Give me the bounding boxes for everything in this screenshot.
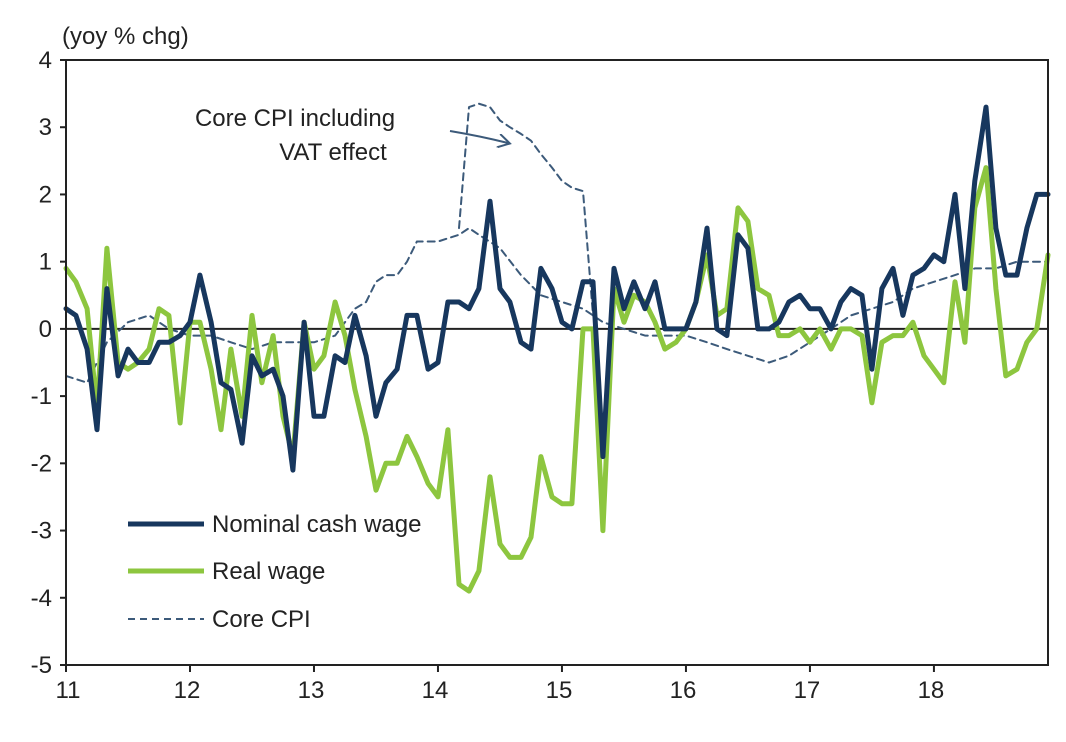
series-lines xyxy=(63,102,1051,594)
legend-label-real: Real wage xyxy=(212,558,325,585)
annotation-line-2: VAT effect xyxy=(279,139,387,166)
annotation-line-1: Core CPI including xyxy=(195,105,395,132)
annotation: Core CPI including VAT effect xyxy=(195,105,508,166)
y-tick-label: -3 xyxy=(31,518,52,545)
plot-frame xyxy=(65,59,1049,666)
x-tick-label: 14 xyxy=(422,677,449,704)
y-tick-label: 0 xyxy=(39,316,52,343)
x-axis-ticks: 11 12 13 14 15 16 17 18 xyxy=(56,665,945,704)
x-tick-label: 18 xyxy=(918,677,945,704)
series-line-nominal-cash-wage xyxy=(63,104,1051,473)
series-line-core-cpi xyxy=(65,227,1049,384)
y-tick-label: 2 xyxy=(39,181,52,208)
x-tick-label: 16 xyxy=(670,677,697,704)
annotation-arrow xyxy=(449,130,508,143)
y-unit-label: (yoy % chg) xyxy=(62,23,189,50)
legend: Nominal cash wage Real wage Core CPI xyxy=(128,511,421,633)
series-line-core-cpi-vat xyxy=(458,102,594,317)
legend-label-nominal: Nominal cash wage xyxy=(212,511,421,538)
y-tick-label: -1 xyxy=(31,383,52,410)
y-tick-label: 3 xyxy=(39,114,52,141)
y-tick-label: 4 xyxy=(39,47,52,74)
legend-label-core: Core CPI xyxy=(212,606,311,633)
series-line-real-wage xyxy=(63,165,1051,594)
y-tick-label: 1 xyxy=(39,249,52,276)
y-tick-label: -5 xyxy=(31,652,52,679)
x-tick-label: 11 xyxy=(56,677,81,704)
y-axis-ticks: 4 3 2 1 0 -1 -2 -3 -4 -5 xyxy=(31,47,66,679)
y-tick-label: -2 xyxy=(31,450,52,477)
x-tick-label: 17 xyxy=(794,677,821,704)
x-tick-label: 12 xyxy=(174,677,201,704)
x-tick-label: 13 xyxy=(298,677,325,704)
y-tick-label: -4 xyxy=(31,585,52,612)
x-tick-label: 15 xyxy=(546,677,573,704)
